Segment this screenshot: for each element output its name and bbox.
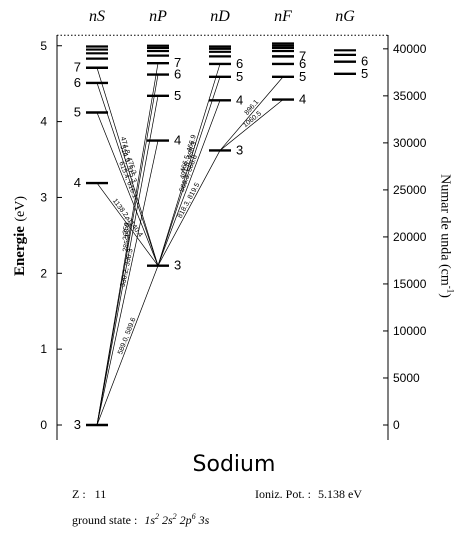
atomic-number: Z : 11 xyxy=(72,487,106,502)
right-axis-title: Numar de unda (cm-1) xyxy=(437,174,456,298)
right-tick-label: 25000 xyxy=(393,183,427,197)
right-axis-unit-close: ) xyxy=(437,293,453,298)
level-label-P6: 6 xyxy=(174,67,181,82)
transition-line-P4-S3 xyxy=(96,140,159,426)
level-label-D6: 6 xyxy=(236,56,243,71)
level-label-P7: 7 xyxy=(174,55,181,70)
ground-state-label: ground state : xyxy=(72,513,138,527)
level-label-S3: 3 xyxy=(74,417,81,432)
orbital-1s-exp: 2 xyxy=(155,512,159,521)
left-axis-title-text: Energie xyxy=(12,226,28,277)
left-tick-label: 3 xyxy=(40,190,47,204)
atomic-number-value: 11 xyxy=(94,487,107,501)
right-tick-label: 0 xyxy=(393,418,400,432)
right-tick-label: 10000 xyxy=(393,324,427,338)
column-header-nG: nG xyxy=(335,8,355,25)
ground-state-configuration: 1s2 2s2 2p6 3s xyxy=(144,512,210,527)
orbital-2s: 2s xyxy=(162,513,173,527)
column-header-nS: nS xyxy=(89,8,105,25)
column-header-nD: nD xyxy=(210,8,230,25)
transition-line-P3-S3 xyxy=(96,265,159,426)
right-axis-unit-exp: -1 xyxy=(445,285,456,294)
left-tick-label: 1 xyxy=(40,342,47,356)
transition-line-S5-P3 xyxy=(96,112,159,266)
transition-line-F4-D3 xyxy=(219,99,284,151)
transition-line-D3-P3 xyxy=(157,150,221,266)
level-label-D4: 4 xyxy=(236,92,243,107)
level-label-S5: 5 xyxy=(74,104,81,119)
axes: 0 1 2 3 4 5 0 5000 10000 15000 20000 25000 30000 3500… xyxy=(40,34,427,440)
atomic-number-label: Z : xyxy=(72,487,86,501)
level-label-G5: 5 xyxy=(361,66,368,81)
transition-line-D5-P3 xyxy=(157,76,221,266)
ground-state: ground state : 1s2 2s2 2p6 3s xyxy=(72,512,209,528)
level-label-P5: 5 xyxy=(174,88,181,103)
level-label-D5: 5 xyxy=(236,69,243,84)
transition-line-F5-D3 xyxy=(219,76,284,151)
level-label-G6: 6 xyxy=(361,54,368,69)
transition-line-S4-P3 xyxy=(96,182,159,266)
transition-label-P3-S3: 589.0, 589.6 xyxy=(117,317,138,356)
left-tick-label: 5 xyxy=(40,39,47,53)
orbital-2p: 2p xyxy=(179,513,192,527)
column-header-nP: nP xyxy=(149,8,167,25)
level-label-S6: 6 xyxy=(74,75,81,90)
left-axis-title: Energie (eV) xyxy=(11,196,29,276)
level-label-P4: 4 xyxy=(174,133,181,148)
right-tick-label: 20000 xyxy=(393,230,427,244)
right-tick-label: 40000 xyxy=(393,42,427,56)
orbital-3s: 3s xyxy=(198,513,210,527)
orbital-2s-exp: 2 xyxy=(172,512,177,521)
level-label-S4: 4 xyxy=(74,175,81,190)
right-axis-title-text: Numar de unda xyxy=(437,174,453,261)
column-header-nF: nF xyxy=(274,8,292,25)
left-tick-label: 0 xyxy=(40,418,47,432)
transition-label-P5-S3: 285.3 xyxy=(122,234,132,253)
left-tick-label: 2 xyxy=(40,266,47,280)
ionization-potential-value: 5.138 eV xyxy=(318,487,362,501)
right-tick-label: 5000 xyxy=(393,371,420,385)
left-tick-label: 4 xyxy=(40,115,47,129)
right-tick-label: 15000 xyxy=(393,277,427,291)
transition-line-S7-P3 xyxy=(96,67,159,266)
transition-line-P5-S3 xyxy=(96,95,159,426)
ionization-potential-label: Ioniz. Pot. : xyxy=(255,487,311,501)
level-label-S7: 7 xyxy=(74,60,81,75)
level-label-F7: 7 xyxy=(299,48,306,63)
transition-label-P6-S3: 268.0 xyxy=(122,222,132,241)
level-label-F4: 4 xyxy=(299,92,306,107)
level-label-F5: 5 xyxy=(299,69,306,84)
ionization-potential: Ioniz. Pot. : 5.138 eV xyxy=(255,487,362,502)
level-label-D3: 3 xyxy=(236,142,243,157)
orbital-1s: 1s xyxy=(144,513,155,527)
element-title: Sodium xyxy=(192,452,276,477)
transition-line-D4-P3 xyxy=(157,100,221,266)
right-tick-label: 35000 xyxy=(393,89,427,103)
orbital-2p-exp: 6 xyxy=(191,512,196,521)
transition-line-D6-P3 xyxy=(157,63,221,266)
left-axis-unit: (eV) xyxy=(13,195,28,222)
transition-label-P7-S3: 259.4 xyxy=(122,216,132,235)
level-label-F6: 6 xyxy=(299,56,306,71)
right-tick-label: 30000 xyxy=(393,136,427,150)
transition-line-P7-S3 xyxy=(96,63,159,426)
right-axis-unit-open: (cm xyxy=(437,263,453,286)
level-label-P3: 3 xyxy=(174,258,181,273)
column-headers: nS nP nD nF nG xyxy=(89,8,355,25)
